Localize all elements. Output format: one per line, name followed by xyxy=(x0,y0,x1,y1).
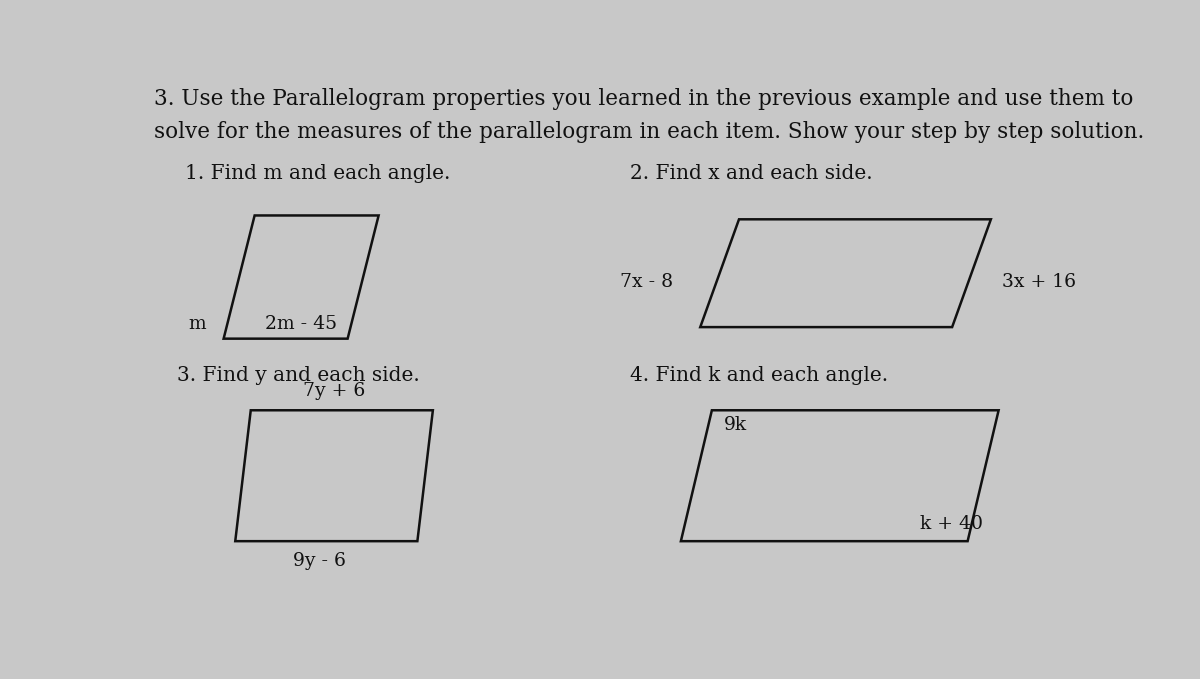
Text: solve for the measures of the parallelogram in each item. Show your step by step: solve for the measures of the parallelog… xyxy=(154,121,1144,143)
Text: 7y + 6: 7y + 6 xyxy=(304,382,366,400)
Text: 1. Find m and each angle.: 1. Find m and each angle. xyxy=(185,164,450,183)
Text: 9k: 9k xyxy=(724,416,746,434)
Text: k + 40: k + 40 xyxy=(920,515,983,534)
Text: 4. Find k and each angle.: 4. Find k and each angle. xyxy=(630,365,889,384)
Polygon shape xyxy=(235,410,433,541)
Text: 3x + 16: 3x + 16 xyxy=(1002,274,1076,291)
Polygon shape xyxy=(223,215,379,339)
Text: 3. Find y and each side.: 3. Find y and each side. xyxy=(178,365,420,384)
Polygon shape xyxy=(701,219,991,327)
Text: 2m - 45: 2m - 45 xyxy=(265,315,337,333)
Text: 9y - 6: 9y - 6 xyxy=(293,552,346,570)
Text: 3. Use the Parallelogram properties you learned in the previous example and use : 3. Use the Parallelogram properties you … xyxy=(154,88,1133,111)
Text: m: m xyxy=(188,315,206,333)
Text: 2. Find x and each side.: 2. Find x and each side. xyxy=(630,164,874,183)
Text: 7x - 8: 7x - 8 xyxy=(620,274,673,291)
Polygon shape xyxy=(680,410,998,541)
